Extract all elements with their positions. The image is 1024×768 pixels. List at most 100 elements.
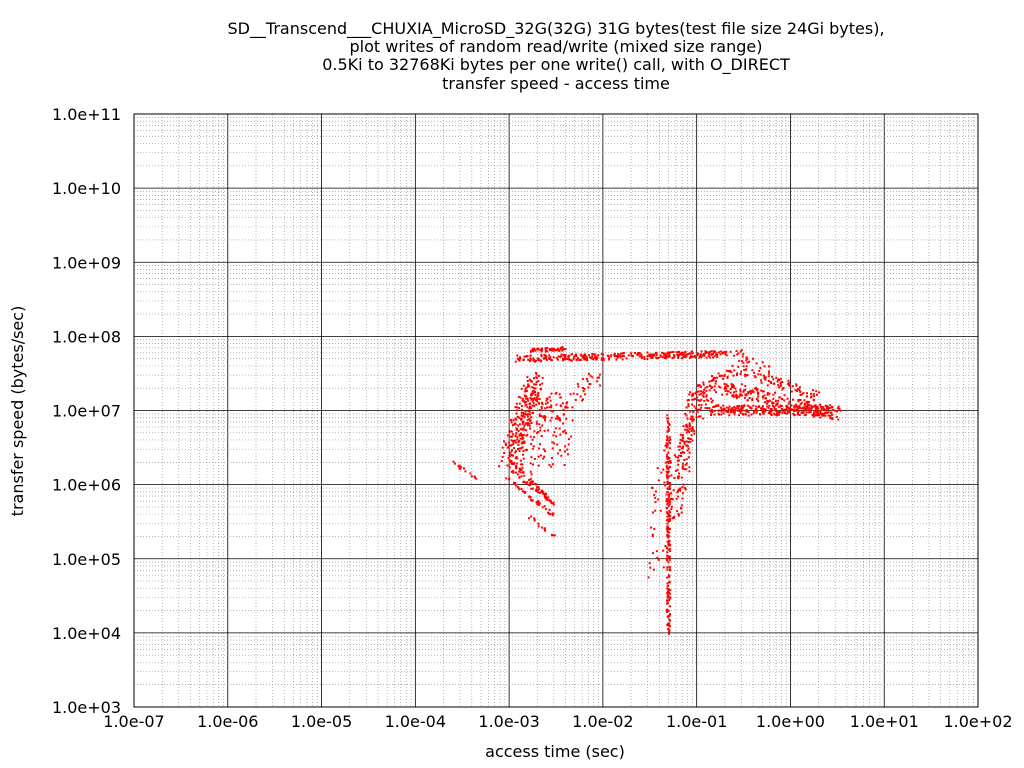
data-point	[510, 470, 513, 473]
data-point	[824, 414, 827, 417]
data-point	[515, 450, 517, 453]
data-point	[757, 405, 760, 408]
data-point	[562, 408, 565, 411]
data-point	[687, 405, 690, 408]
data-point	[545, 358, 548, 361]
data-point	[704, 386, 707, 389]
data-point	[544, 529, 546, 532]
data-point	[649, 354, 652, 357]
data-point	[555, 403, 558, 406]
data-point	[800, 407, 803, 410]
data-point	[613, 354, 616, 357]
data-point	[552, 501, 555, 504]
data-point	[669, 517, 672, 520]
data-point	[630, 354, 633, 357]
data-point	[537, 455, 540, 458]
data-point	[507, 445, 510, 448]
data-point	[514, 360, 517, 363]
data-point	[666, 599, 668, 602]
data-point	[550, 358, 553, 361]
data-point	[732, 385, 735, 388]
data-point	[723, 375, 726, 377]
data-point	[607, 355, 610, 357]
data-point	[757, 393, 760, 396]
data-point	[537, 486, 540, 489]
data-point	[662, 549, 665, 552]
data-point	[563, 348, 566, 350]
data-point	[768, 404, 771, 407]
data-point	[818, 391, 821, 394]
data-point	[664, 354, 667, 357]
data-point	[730, 411, 733, 413]
data-point	[503, 440, 505, 443]
data-point	[577, 357, 579, 360]
y-tick-label: 1.0e+03	[52, 698, 121, 717]
x-tick-label: 1.0e-05	[291, 712, 352, 731]
data-point	[778, 413, 780, 416]
data-point	[723, 382, 726, 385]
data-point	[668, 540, 671, 543]
data-point	[677, 445, 680, 448]
data-point	[798, 389, 801, 392]
data-point	[549, 499, 552, 502]
data-point	[535, 422, 538, 425]
data-point	[526, 415, 529, 418]
data-point	[568, 358, 571, 361]
data-point	[742, 389, 745, 392]
data-point	[735, 407, 738, 410]
data-point	[663, 481, 666, 484]
data-point	[545, 492, 547, 495]
data-point	[664, 461, 667, 464]
data-point	[704, 403, 707, 406]
data-point	[796, 413, 799, 416]
data-point	[768, 370, 770, 373]
data-point	[746, 357, 749, 360]
data-point	[701, 391, 704, 394]
data-point	[558, 419, 561, 422]
data-point	[759, 367, 762, 369]
data-point	[676, 510, 679, 513]
data-point	[745, 356, 748, 359]
data-point	[687, 429, 690, 432]
data-point	[507, 456, 510, 459]
data-point	[539, 426, 542, 429]
data-point	[735, 395, 738, 398]
data-point	[667, 451, 670, 454]
data-point	[804, 407, 807, 410]
data-point	[688, 356, 691, 359]
data-point	[705, 356, 708, 359]
data-point	[695, 416, 698, 419]
data-point	[696, 390, 699, 393]
data-point	[725, 354, 728, 357]
data-point	[677, 353, 680, 356]
data-point	[531, 400, 534, 403]
tick-labels: 1.0e-07 1.0e-06 1.0e-05 1.0e-04 1.0e-03 1.0e-…	[52, 105, 1013, 731]
data-point	[528, 417, 531, 420]
data-point	[761, 405, 764, 408]
data-point	[783, 399, 786, 402]
data-point	[667, 536, 670, 539]
data-point	[731, 385, 734, 387]
data-point	[752, 404, 755, 407]
data-point	[522, 471, 525, 474]
data-point	[682, 440, 685, 443]
data-point	[551, 502, 554, 505]
data-point	[523, 400, 526, 403]
data-point	[539, 348, 542, 351]
data-point	[581, 356, 584, 359]
data-point	[665, 557, 668, 560]
data-point	[549, 513, 552, 516]
data-point	[810, 407, 813, 410]
data-point	[540, 353, 543, 356]
data-point	[669, 592, 672, 595]
data-point	[792, 398, 794, 401]
data-point	[740, 404, 743, 407]
data-point	[684, 356, 687, 359]
data-point	[567, 356, 570, 359]
data-point	[705, 389, 708, 392]
data-point	[781, 388, 784, 391]
data-point	[575, 359, 578, 362]
data-point	[816, 409, 819, 412]
data-point	[667, 462, 670, 465]
data-point	[782, 408, 785, 411]
